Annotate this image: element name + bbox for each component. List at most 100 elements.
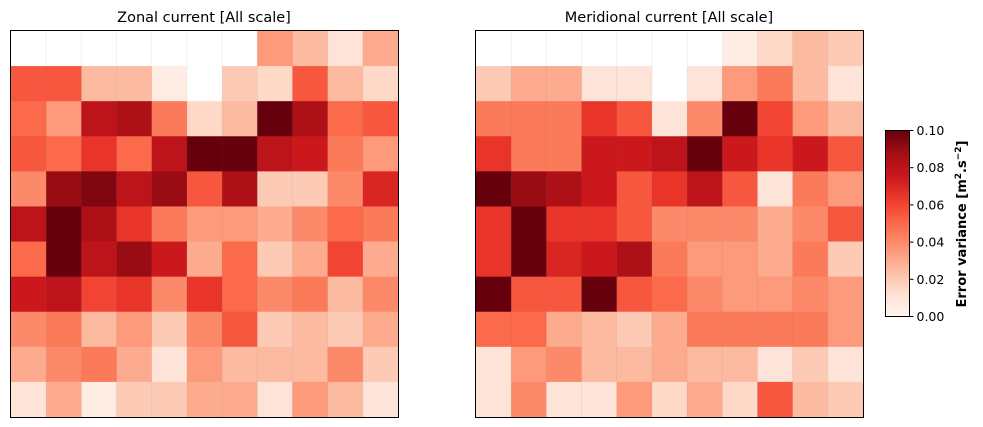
heatmap-cell [511,101,547,137]
heatmap-cell [222,206,258,243]
heatmap-cell [722,206,759,243]
heatmap-cell [616,381,653,418]
heatmap-cell [757,311,794,348]
heatmap-cell [81,381,118,418]
heatmap-cell [327,241,364,278]
heatmap-cell [511,381,547,418]
heatmap-cell [151,66,188,102]
heatmap-cell [757,346,794,383]
heatmap-cell [151,171,188,208]
heatmap-cell [362,311,399,348]
heatmap-cell [46,346,82,383]
colorbar-label: Error variance [m2.s−2] [954,141,970,308]
heatmap-cell [151,241,188,278]
heatmap-cell [116,241,153,278]
heatmap-cell [616,136,653,172]
heatmap-cell [257,311,294,348]
heatmap-cell [792,346,829,383]
heatmap-cell [651,136,688,172]
heatmap-cell [581,171,618,208]
heatmap-cell [792,241,829,278]
heatmap-cell [292,311,329,348]
heatmap-cell [222,136,258,172]
heatmap-cell [362,136,399,172]
heatmap-cell [546,66,583,102]
heatmap-cell [186,66,223,102]
heatmap-cell [46,136,82,172]
heatmap-cell [116,66,153,102]
heatmap-cell [616,66,653,102]
heatmap-cell [11,381,47,418]
heatmap-cell [827,136,864,172]
heatmap-cell [827,206,864,243]
heatmap-cell [546,381,583,418]
heatmap-cell [327,206,364,243]
heatmap-cell [827,346,864,383]
heatmap-cell [651,101,688,137]
heatmap-cell [292,381,329,418]
heatmap-cell [46,206,82,243]
heatmap-cell [81,66,118,102]
heatmap-cell [722,381,759,418]
zonal-frame [10,30,399,418]
heatmap-cell [362,101,399,137]
heatmap-cell [81,276,118,313]
heatmap-cell [792,311,829,348]
zonal-heatmap-cells [11,31,399,418]
heatmap-cell [257,241,294,278]
heatmap-cell [151,381,188,418]
heatmap-cell [81,346,118,383]
heatmap-cell [292,346,329,383]
colorbar-tick-label: 0.10 [917,123,945,138]
heatmap-cell [827,101,864,137]
heatmap-cell [722,276,759,313]
heatmap-cell [511,276,547,313]
colorbar-tick-label: 0.08 [917,160,945,175]
heatmap-cell [827,171,864,208]
heatmap-cell [327,136,364,172]
heatmap-cell [722,346,759,383]
heatmap-cell [362,381,399,418]
heatmap-cell [651,276,688,313]
heatmap-cell [11,241,47,278]
meridional-heatmap-panel: Meridional current [All scale] [475,10,864,418]
heatmap-cell [511,241,547,278]
heatmap-cell [722,311,759,348]
heatmap-cell [11,31,47,67]
heatmap-cell [722,241,759,278]
heatmap-cell [616,101,653,137]
meridional-frame [475,30,864,418]
heatmap-cell [651,241,688,278]
heatmap-cell [546,241,583,278]
heatmap-cell [362,241,399,278]
heatmap-cell [476,66,512,102]
heatmap-cell [327,346,364,383]
heatmap-cell [222,171,258,208]
heatmap-cell [11,66,47,102]
heatmap-cell [757,276,794,313]
heatmap-cell [757,66,794,102]
heatmap-cell [687,241,723,278]
heatmap-cell [546,311,583,348]
heatmap-cell [687,381,723,418]
heatmap-cell [327,311,364,348]
heatmap-cell [757,171,794,208]
heatmap-cell [222,276,258,313]
heatmap-cell [546,346,583,383]
heatmap-cell [581,346,618,383]
heatmap-cell [546,276,583,313]
heatmap-cell [186,346,223,383]
heatmap-cell [792,381,829,418]
heatmap-cell [687,66,723,102]
heatmap-cell [116,136,153,172]
heatmap-cell [186,136,223,172]
colorbar-tick-label: 0.06 [917,197,945,212]
heatmap-cell [687,276,723,313]
heatmap-cell [827,241,864,278]
heatmap-cell [722,66,759,102]
heatmap-cell [362,346,399,383]
heatmap-cell [792,66,829,102]
heatmap-cell [186,241,223,278]
heatmap-cell [687,136,723,172]
heatmap-cell [581,206,618,243]
